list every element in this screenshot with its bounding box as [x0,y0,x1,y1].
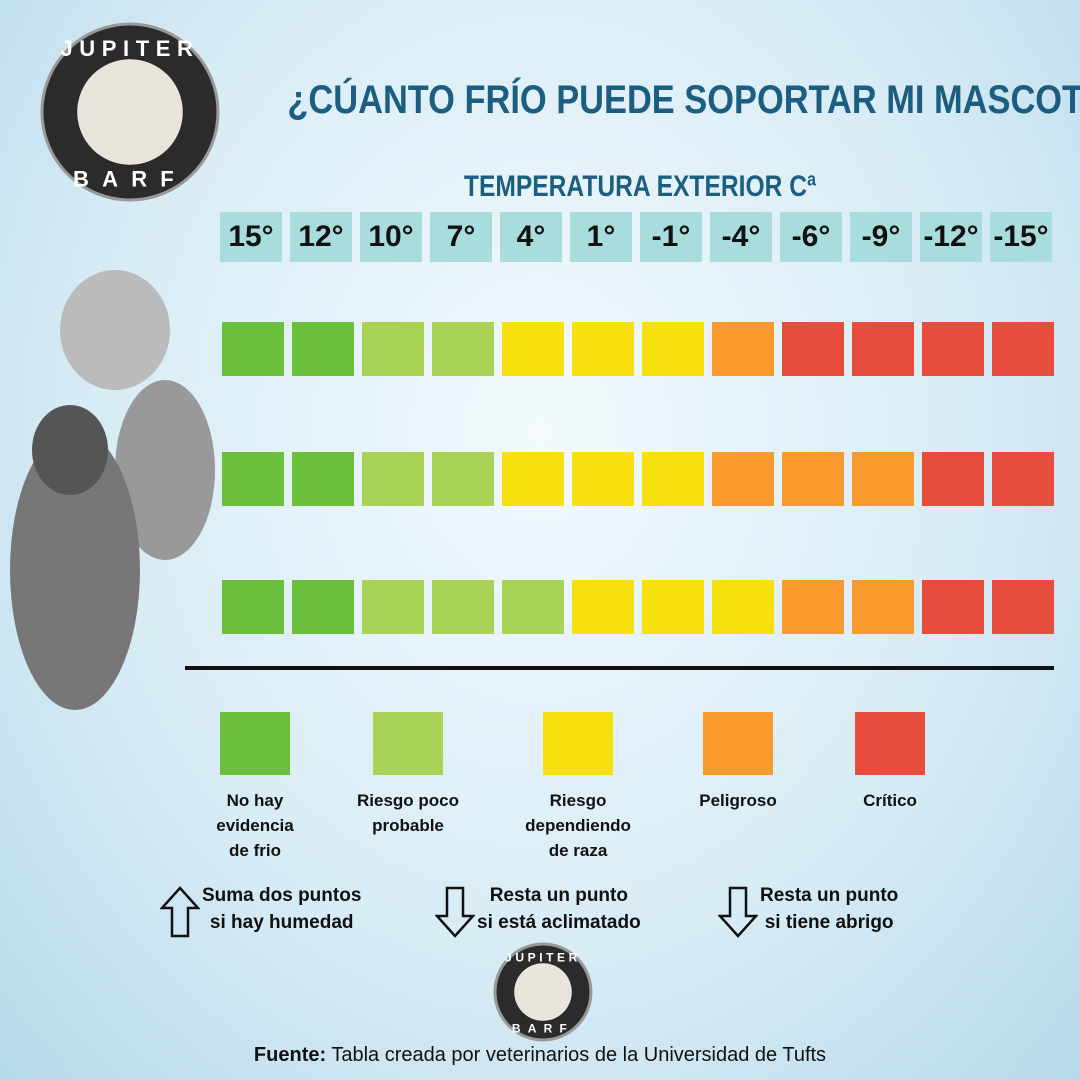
risk-cell [712,322,774,376]
legend-swatch [543,712,613,775]
note-text: Resta un punto si está aclimatado [477,885,641,933]
risk-cell [572,452,634,506]
logo-center [77,59,183,165]
temperature: 7° [430,212,492,262]
risk-cell [642,452,704,506]
temperature: -1° [640,212,702,262]
arrow-down [435,886,475,938]
temperature: 10° [360,212,422,262]
risk-cell [572,322,634,376]
subtitle: TEMPERATURA EXTERIOR Cª [463,170,817,203]
legend-label: Riesgo dependiendo de raza [525,791,631,860]
arrow-down [718,886,758,938]
title: ¿CÚANTO FRÍO PUEDE SOPORTAR MI MASCOTA? [287,78,1080,122]
risk-cell [992,452,1054,506]
dogs [10,270,215,710]
temperature: -15° [990,212,1052,262]
risk-cell [362,322,424,376]
note-text: Resta un punto si tiene abrigo [760,885,899,933]
risk-cell [292,452,354,506]
temperature: -6° [780,212,842,262]
arrow [718,886,758,938]
risk-cell [502,580,564,634]
risk-cell [572,580,634,634]
note-text: Suma dos puntos si hay humedad [202,885,362,933]
risk-cell [712,580,774,634]
logo: JUPITER BARF [493,942,593,1042]
risk-cell [432,580,494,634]
risk-cell [432,452,494,506]
risk-cell [642,322,704,376]
risk-cell [922,580,984,634]
risk-cell [502,322,564,376]
temperature: -9° [850,212,912,262]
risk-cell [712,452,774,506]
arrow [160,886,200,938]
temperature: 1° [570,212,632,262]
logo-top: JUPITER [505,951,581,965]
legend-swatch [855,712,925,775]
legend-label: Crítico [863,791,917,810]
risk-cell [642,580,704,634]
legend-swatch [373,712,443,775]
logo-center [514,963,572,1021]
risk-cell [992,322,1054,376]
risk-cell [782,322,844,376]
logo-bottom: BARF [73,166,187,191]
logo: JUPITER BARF [40,22,220,202]
legend-swatch [703,712,773,775]
footer-label: Fuente: [253,1044,327,1066]
risk-cell [292,580,354,634]
risk-cell [222,580,284,634]
risk-cell [922,322,984,376]
temperature: 12° [290,212,352,262]
temperature: -12° [920,212,982,262]
arrow-up [160,886,200,938]
risk-cell [222,452,284,506]
footer: Fuente: Tabla creada por veterinarios de… [0,1044,1080,1067]
risk-cell [782,580,844,634]
risk-cell [852,322,914,376]
risk-cell [432,322,494,376]
risk-cell [292,322,354,376]
footer-text: Tabla creada por veterinarios de la Univ… [331,1044,827,1066]
risk-cell [502,452,564,506]
legend-label: Peligroso [699,791,777,810]
risk-cell [782,452,844,506]
legend-swatch [220,712,290,775]
risk-cell [362,580,424,634]
arrow [435,886,475,938]
risk-cell [362,452,424,506]
risk-cell [852,452,914,506]
logo-top: JUPITER [60,36,199,61]
legend-label: No hay evidencia de frio [216,791,294,860]
logo-bottom: BARF [512,1022,574,1036]
risk-cell [992,580,1054,634]
risk-cell [922,452,984,506]
temperature: 15° [220,212,282,262]
risk-cell [852,580,914,634]
temperature: 4° [500,212,562,262]
risk-cell [222,322,284,376]
legend-label: Riesgo poco probable [356,791,459,835]
temperature: -4° [710,212,772,262]
